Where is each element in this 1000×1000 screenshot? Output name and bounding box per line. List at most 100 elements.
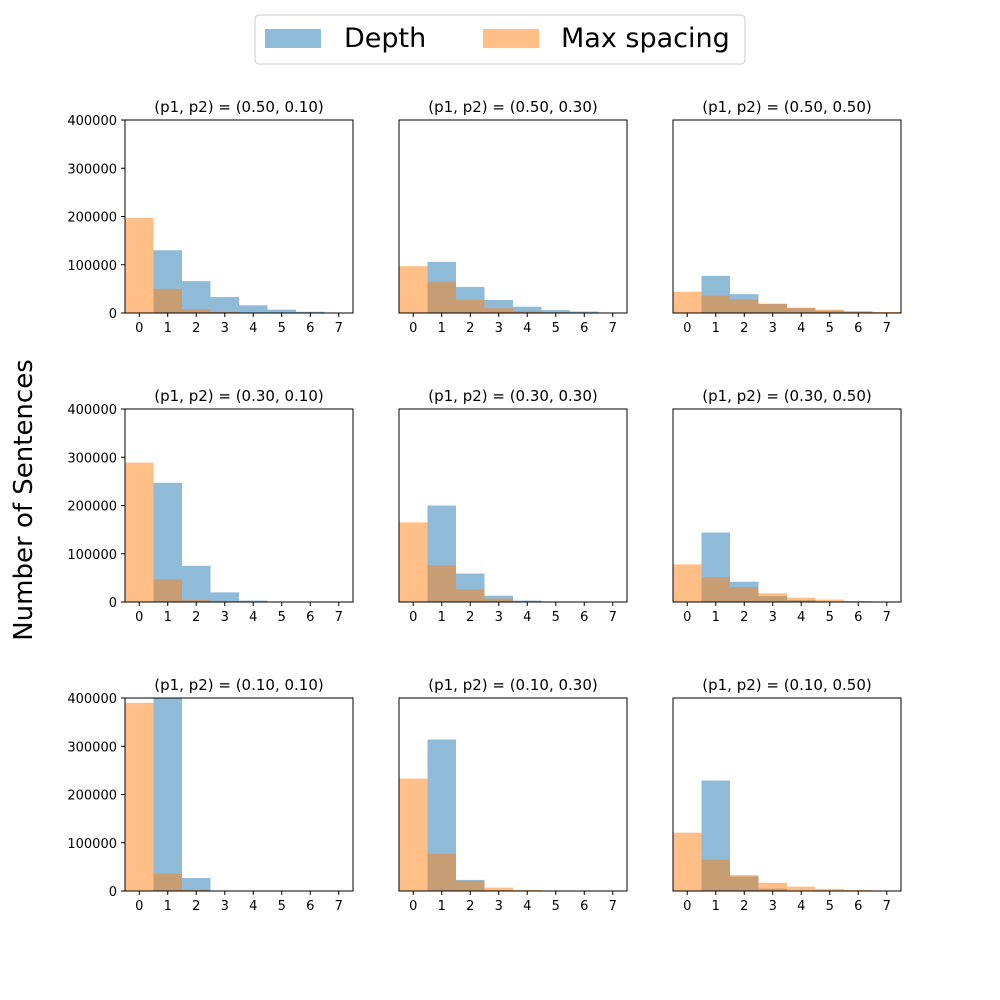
bar-depth-2 bbox=[182, 281, 211, 313]
x-tick-label: 4 bbox=[523, 321, 531, 336]
bar-max-spacing-1 bbox=[427, 853, 456, 891]
x-tick-label: 7 bbox=[609, 899, 617, 914]
panel-5: (p1, p2) = (0.30, 0.30) 0 1 2 3 4 5 6 7 bbox=[398, 387, 628, 625]
x-tick-label: 3 bbox=[769, 321, 777, 336]
bar-depth-4 bbox=[239, 305, 268, 313]
bar-depth-3 bbox=[210, 297, 239, 313]
bar-max-spacing-3 bbox=[484, 308, 513, 313]
x-tick-label: 1 bbox=[712, 899, 720, 914]
panel-frame bbox=[398, 408, 628, 603]
panel-title: (p1, p2) = (0.10, 0.50) bbox=[702, 676, 872, 694]
x-tick-label: 6 bbox=[854, 610, 862, 625]
x-tick-label: 6 bbox=[306, 610, 314, 625]
panel-8: (p1, p2) = (0.10, 0.30) 0 1 2 3 4 5 6 7 bbox=[398, 676, 628, 914]
x-tick-label: 1 bbox=[438, 899, 446, 914]
x-tick-label: 2 bbox=[466, 610, 474, 625]
bar-max-spacing-3 bbox=[758, 593, 787, 602]
x-tick-label: 1 bbox=[164, 610, 172, 625]
x-tick-label: 3 bbox=[221, 899, 229, 914]
x-tick-label: 1 bbox=[438, 321, 446, 336]
bar-max-spacing-1 bbox=[153, 873, 182, 891]
y-tick-label: 400000 bbox=[67, 692, 117, 707]
bar-max-spacing-0 bbox=[399, 522, 428, 602]
bar-max-spacing-4 bbox=[787, 597, 816, 602]
x-tick-label: 2 bbox=[740, 610, 748, 625]
bar-max-spacing-5 bbox=[815, 888, 844, 891]
x-tick-label: 4 bbox=[523, 610, 531, 625]
bar-depth-2 bbox=[182, 565, 211, 602]
bar-max-spacing-0 bbox=[125, 702, 154, 891]
x-tick-label: 3 bbox=[495, 321, 503, 336]
x-tick-label: 1 bbox=[164, 899, 172, 914]
bar-max-spacing-3 bbox=[758, 882, 787, 891]
x-tick-label: 0 bbox=[409, 610, 417, 625]
panel-4: (p1, p2) = (0.30, 0.10) 0 1 2 3 4 5 6 7 0 100000 20… bbox=[67, 387, 354, 625]
panel-title: (p1, p2) = (0.30, 0.30) bbox=[428, 387, 598, 405]
x-tick-label: 5 bbox=[826, 321, 834, 336]
y-tick-label: 0 bbox=[109, 307, 117, 322]
bar-max-spacing-2 bbox=[730, 587, 759, 602]
x-tick-label: 2 bbox=[466, 899, 474, 914]
bar-max-spacing-2 bbox=[182, 309, 211, 313]
legend: Depth Max spacing bbox=[254, 14, 746, 65]
bar-max-spacing-2 bbox=[456, 589, 485, 602]
x-tick-label: 1 bbox=[438, 610, 446, 625]
y-tick-label: 0 bbox=[109, 596, 117, 611]
bar-max-spacing-2 bbox=[730, 875, 759, 891]
x-tick-label: 7 bbox=[609, 321, 617, 336]
x-tick-label: 3 bbox=[221, 610, 229, 625]
bar-depth-6 bbox=[570, 311, 599, 313]
x-tick-label: 3 bbox=[221, 321, 229, 336]
x-tick-label: 6 bbox=[580, 899, 588, 914]
bar-max-spacing-2 bbox=[730, 299, 759, 313]
panel-frame bbox=[398, 119, 628, 314]
x-tick-label: 2 bbox=[192, 899, 200, 914]
panel-9: (p1, p2) = (0.10, 0.50) 0 1 2 3 4 5 6 7 bbox=[672, 676, 902, 914]
x-tick-label: 1 bbox=[712, 321, 720, 336]
x-tick-label: 0 bbox=[135, 899, 143, 914]
x-tick-label: 3 bbox=[495, 899, 503, 914]
panel-title: (p1, p2) = (0.10, 0.10) bbox=[154, 676, 324, 694]
x-tick-label: 2 bbox=[192, 610, 200, 625]
x-tick-label: 5 bbox=[278, 321, 286, 336]
x-tick-label: 6 bbox=[306, 321, 314, 336]
bar-max-spacing-5 bbox=[815, 599, 844, 602]
y-tick-label: 100000 bbox=[67, 837, 117, 852]
x-tick-label: 7 bbox=[609, 610, 617, 625]
panel-frame bbox=[672, 119, 902, 314]
panel-7: (p1, p2) = (0.10, 0.10) 0 1 2 3 4 5 6 7 0 100000 20… bbox=[67, 676, 354, 914]
x-tick-label: 7 bbox=[883, 610, 891, 625]
x-tick-label: 6 bbox=[306, 899, 314, 914]
bar-max-spacing-6 bbox=[844, 311, 873, 313]
x-tick-label: 0 bbox=[683, 610, 691, 625]
bar-max-spacing-0 bbox=[399, 266, 428, 313]
x-tick-label: 4 bbox=[797, 610, 805, 625]
y-axis-label: Number of Sentences bbox=[9, 359, 39, 641]
panel-frame bbox=[672, 697, 902, 892]
y-tick-label: 300000 bbox=[67, 162, 117, 177]
x-tick-label: 5 bbox=[278, 610, 286, 625]
panel-title: (p1, p2) = (0.10, 0.30) bbox=[428, 676, 598, 694]
panels-group: (p1, p2) = (0.50, 0.10)0 1 2 3 4 5 6 7010000020… bbox=[67, 98, 902, 914]
bar-max-spacing-0 bbox=[673, 832, 702, 891]
bar-max-spacing-3 bbox=[484, 887, 513, 891]
x-tick-label: 5 bbox=[552, 610, 560, 625]
y-tick-label: 200000 bbox=[67, 789, 117, 804]
x-tick-label: 3 bbox=[495, 610, 503, 625]
x-tick-label: 7 bbox=[883, 321, 891, 336]
panel-title: (p1, p2) = (0.50, 0.30) bbox=[428, 98, 598, 116]
bar-max-spacing-5 bbox=[815, 309, 844, 313]
x-tick-label: 0 bbox=[683, 321, 691, 336]
panel-title: (p1, p2) = (0.50, 0.50) bbox=[702, 98, 872, 116]
x-tick-label: 1 bbox=[712, 610, 720, 625]
x-tick-label: 0 bbox=[135, 321, 143, 336]
x-tick-label: 3 bbox=[769, 610, 777, 625]
legend-label-max-spacing: Max spacing bbox=[561, 23, 730, 54]
x-tick-label: 2 bbox=[192, 321, 200, 336]
y-tick-label: 100000 bbox=[67, 259, 117, 274]
panel-3: (p1, p2) = (0.50, 0.50) 0 1 2 3 4 5 6 7 bbox=[672, 98, 902, 336]
bar-max-spacing-2 bbox=[182, 600, 211, 602]
y-tick-label: 0 bbox=[109, 885, 117, 900]
bar-max-spacing-0 bbox=[125, 462, 154, 602]
x-tick-label: 3 bbox=[769, 899, 777, 914]
